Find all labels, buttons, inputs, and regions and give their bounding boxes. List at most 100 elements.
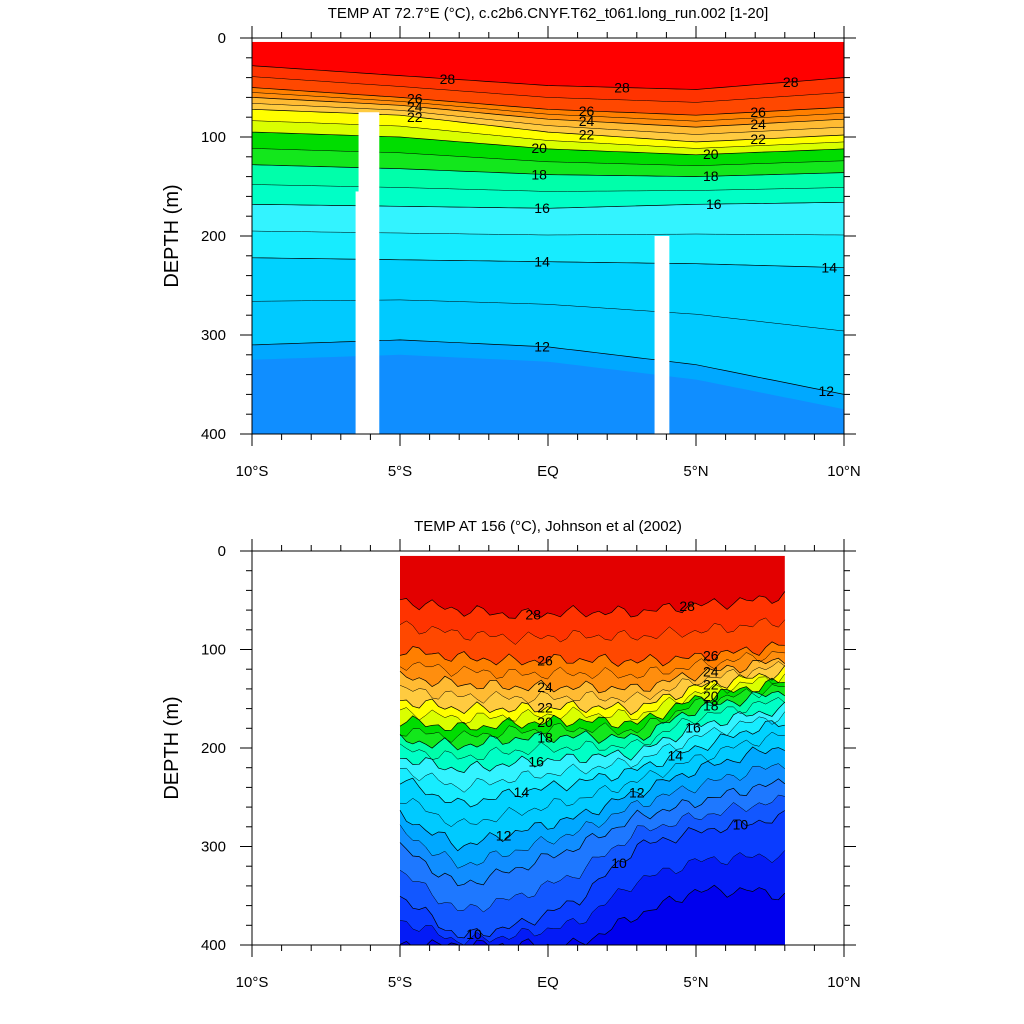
y-tick-label: 0 (218, 543, 226, 560)
contour-label: 26 (407, 91, 423, 107)
isotherm-minor (399, 651, 785, 680)
bottom-axis-ticks: 10°S 5°S EQ 5°N 10°N 0 100 200 300 400 (201, 539, 861, 991)
isotherm-minor (399, 763, 785, 869)
x-tick-label: EQ (537, 974, 559, 991)
isotherm-26 (399, 641, 785, 667)
isotherm-16 (399, 701, 786, 773)
contour-label: 24 (703, 664, 719, 680)
isotherm-minor (252, 148, 844, 166)
y-tick-label: 0 (218, 30, 226, 47)
contour-label: 26 (579, 103, 595, 119)
bottom-contour-labels: 2828262422201826242220181616141412121010… (466, 598, 749, 942)
isotherm-minor (399, 617, 785, 645)
isotherm-minor (399, 684, 785, 743)
contour-label: 14 (514, 784, 530, 800)
top-contour-fill (252, 41, 844, 434)
isotherm-22 (252, 108, 844, 143)
isotherm-minor (252, 230, 844, 236)
top-contour-lines (252, 65, 844, 395)
contour-label: 18 (531, 166, 547, 182)
isotherm-10 (399, 810, 785, 939)
contour-label: 26 (750, 104, 766, 120)
y-tick-label: 300 (201, 327, 226, 344)
isotherm-minor (252, 299, 844, 332)
contour-label: 14 (821, 259, 837, 275)
isotherm-minor (252, 184, 844, 192)
contour-label: 16 (534, 200, 550, 216)
contour-label: 16 (528, 753, 544, 769)
y-tick-label: 400 (201, 937, 226, 954)
isotherm-minor (399, 850, 785, 945)
contour-label: 22 (750, 131, 766, 147)
isotherm-24 (252, 97, 844, 128)
x-tick-label: 5°N (683, 463, 708, 480)
contour-label: 16 (685, 720, 701, 736)
missing-data-column (654, 236, 670, 434)
isotherm-14 (252, 257, 844, 269)
isotherm-minor (252, 103, 844, 135)
contour-label: 18 (537, 729, 553, 745)
contour-label: 20 (703, 146, 719, 162)
contour-label: 28 (525, 606, 541, 622)
bottom-contour-fill (400, 555, 785, 945)
isotherm-18 (399, 691, 785, 751)
contour-label: 24 (750, 116, 766, 132)
contour-label: 20 (531, 140, 547, 156)
isotherm-minor (252, 92, 844, 122)
isotherm-28 (399, 591, 786, 619)
x-tick-label: 5°S (388, 463, 412, 480)
top-axis-ticks: 10°S 5°S EQ 5°N 10°N 0 100 200 300 400 (201, 26, 861, 480)
isotherm-26 (252, 87, 844, 116)
contour-label: 18 (703, 698, 719, 714)
isotherm-minor (399, 661, 785, 704)
isotherm-minor (399, 673, 786, 725)
contour-label: 14 (534, 254, 550, 270)
y-tick-label: 300 (201, 839, 226, 856)
contour-label: 24 (407, 99, 423, 115)
isotherm-minor (252, 120, 844, 149)
x-tick-label: 10°S (236, 463, 269, 480)
isotherm-20 (399, 677, 785, 731)
contour-label: 18 (703, 168, 719, 184)
contour-label: 28 (679, 598, 695, 614)
contour-label: 22 (537, 700, 553, 716)
x-tick-label: 5°N (683, 974, 708, 991)
y-tick-label: 100 (201, 129, 226, 146)
isotherm-12 (252, 339, 844, 395)
isotherm-9 (399, 884, 786, 945)
contour-label: 10 (611, 855, 627, 871)
isotherm-minor (399, 711, 786, 793)
isotherm-28 (252, 65, 844, 90)
x-tick-label: 10°N (827, 974, 861, 991)
bottom-panel-title: TEMP AT 156 (°C), Johnson et al (2002) (414, 518, 682, 535)
contour-band-mid (400, 900, 785, 945)
x-tick-label: 10°N (827, 463, 861, 480)
x-tick-label: EQ (537, 463, 559, 480)
y-tick-label: 400 (201, 426, 226, 443)
contour-label: 20 (537, 714, 553, 730)
contour-band-mid (252, 354, 844, 434)
contour-label: 14 (667, 748, 683, 764)
isotherm-16 (252, 201, 844, 209)
isotherm-11 (399, 778, 786, 887)
contour-label: 10 (466, 926, 482, 942)
contour-label: 16 (706, 196, 722, 212)
bottom-y-axis-label: DEPTH (m) (161, 696, 183, 799)
contour-label: 28 (440, 71, 456, 87)
isotherm-minor (252, 76, 844, 103)
isotherm-14 (399, 720, 785, 808)
contour-label: 24 (537, 679, 553, 695)
contour-label: 10 (733, 816, 749, 832)
contour-label: 12 (496, 827, 512, 843)
top-y-axis-label: DEPTH (m) (161, 184, 183, 287)
contour-label: 22 (579, 127, 595, 143)
top-panel: TEMP AT 72.7°E (°C), c.c2b6.CNYF.T62_t06… (161, 5, 861, 480)
isotherm-18 (252, 164, 844, 177)
isotherm-20 (252, 131, 844, 156)
isotherm-12 (399, 746, 785, 852)
contour-label: 12 (818, 383, 834, 399)
x-tick-label: 10°S (236, 974, 269, 991)
top-missing-data-mask (355, 112, 670, 434)
